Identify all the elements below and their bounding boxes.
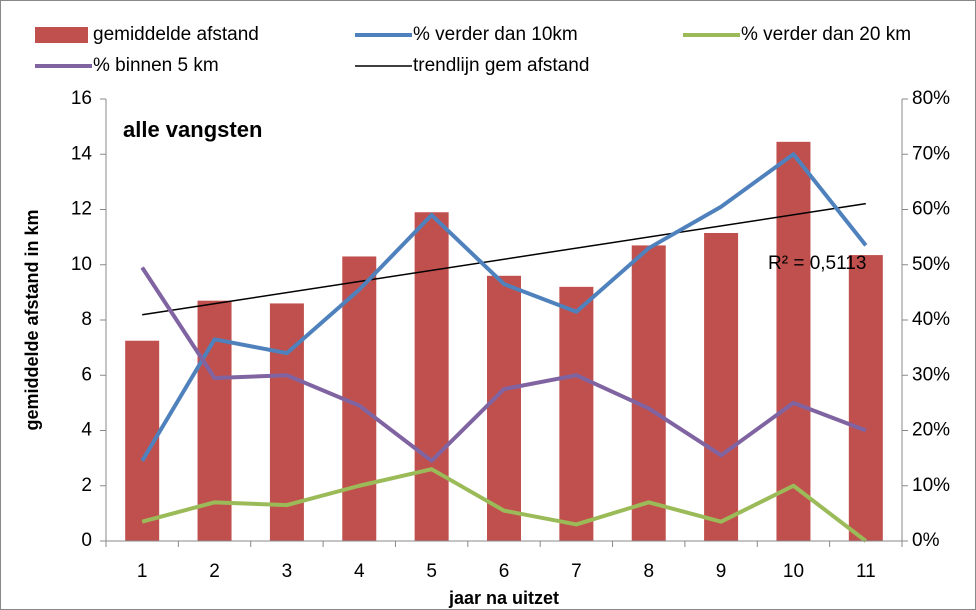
x-tick-label: 1 [137, 561, 148, 582]
x-tick-label: 2 [209, 561, 220, 582]
y2-tick-label: 20% [912, 420, 950, 441]
bar [414, 212, 449, 541]
trendline [142, 202, 866, 316]
legend-label: gemiddelde afstand [93, 24, 259, 45]
y-tick-label: 16 [71, 88, 92, 109]
y2-tick-label: 0% [912, 530, 940, 551]
y-tick-label: 12 [71, 199, 92, 220]
y-axis-title: gemiddelde afstand in km [22, 209, 42, 430]
y2-tick-label: 10% [912, 475, 950, 496]
x-tick-label: 7 [571, 561, 582, 582]
y-tick-label: 8 [81, 309, 92, 330]
x-tick-label: 6 [499, 561, 510, 582]
x-tick-label: 9 [716, 561, 727, 582]
y2-tick-label: 30% [912, 364, 950, 385]
y2-tick-label: 40% [912, 309, 950, 330]
bar [559, 286, 594, 541]
chart-title: alle vangsten [123, 117, 262, 142]
x-tick-label: 11 [856, 561, 876, 582]
y2-tick-label: 70% [912, 143, 950, 164]
y2-tick-label: 60% [912, 199, 950, 220]
x-tick-label: 4 [354, 561, 365, 582]
bar [487, 275, 521, 541]
y-tick-label: 4 [81, 420, 92, 441]
bar [848, 255, 883, 542]
x-tick-label: 3 [282, 561, 293, 582]
bar [631, 245, 666, 541]
y2-tick-label: 80% [912, 88, 950, 109]
y-tick-label: 6 [81, 364, 92, 385]
y-tick-label: 10 [71, 254, 92, 275]
y-tick-label: 0 [81, 530, 92, 551]
legend-swatch [35, 27, 88, 43]
x-axis-title: jaar na uitzet [448, 588, 559, 608]
x-tick-label: 5 [426, 561, 437, 582]
legend-label: % verder dan 10km [413, 24, 578, 45]
x-tick-label: 8 [643, 561, 654, 582]
legend-label: % verder dan 20 km [741, 24, 911, 45]
line-series [141, 467, 868, 543]
bar [776, 141, 811, 541]
bar [704, 232, 739, 541]
y-tick-label: 14 [71, 143, 93, 164]
line-series [140, 152, 868, 462]
legend-label: % binnen 5 km [93, 55, 219, 76]
y-tick-label: 2 [81, 475, 92, 496]
trendline-annotation: R² = 0,5113 [768, 253, 866, 274]
y2-tick-label: 50% [912, 254, 950, 275]
line-series [140, 266, 867, 463]
legend-label: trendlijn gem afstand [413, 55, 589, 76]
x-tick-label: 10 [783, 561, 804, 582]
